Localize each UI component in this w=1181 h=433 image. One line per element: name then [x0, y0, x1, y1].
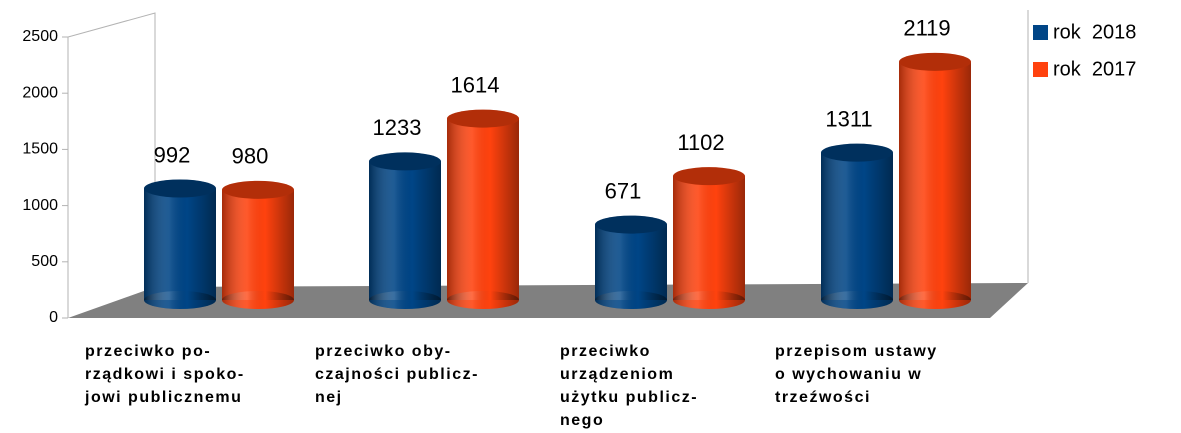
bar-bottom-shade [595, 291, 667, 309]
bar-bottom-shade [899, 291, 971, 309]
bar-shade [595, 224, 667, 300]
x-tick-label: przeciwko po-rządkowi i spoko-jowi publi… [84, 343, 245, 406]
floor [68, 283, 1028, 318]
bar-shade [821, 152, 893, 300]
legend-label: rok 2018 [1053, 21, 1136, 43]
data-label: 1233 [373, 115, 422, 140]
bar-top [222, 180, 294, 199]
bar-top [673, 167, 745, 186]
bar-top-shade [595, 215, 667, 234]
bar-top-shade [144, 179, 216, 198]
x-tick-label: przepisom ustawy o wychowaniu w trzeźwości [775, 343, 938, 406]
bar-top-shade [899, 52, 971, 71]
y-tick-label: 500 [31, 253, 58, 270]
bar-bottom-shade [447, 291, 519, 309]
bar-top-shade [369, 152, 441, 171]
legend-swatch [1033, 62, 1048, 77]
y-tick-label: 0 [49, 309, 58, 326]
data-label: 671 [605, 178, 642, 203]
data-label: 1311 [825, 106, 872, 131]
bar-top [821, 143, 893, 162]
y-tick-label: 1500 [22, 141, 58, 158]
back-wall [67, 12, 156, 318]
data-label: 2119 [903, 16, 950, 41]
bar-top [369, 152, 441, 171]
data-label: 1614 [451, 72, 500, 97]
bar-top-shade [222, 180, 294, 199]
y-tick-label: 1000 [22, 197, 58, 214]
x-tick-label: przeciwko oby-czajności publicz-nej [315, 343, 479, 406]
data-label: 980 [232, 144, 269, 169]
bar-top [447, 109, 519, 128]
data-label: 1102 [677, 130, 724, 155]
x-tick-label: przeciwko urządzeniom użytku publicz-nego [560, 343, 698, 429]
bar-shade [144, 188, 216, 300]
bar-top [595, 215, 667, 234]
y-tick-label: 2500 [22, 28, 58, 45]
bar-shade [222, 189, 294, 300]
bar-top [899, 52, 971, 71]
bar-bottom-shade [369, 291, 441, 309]
data-label: 992 [154, 142, 191, 167]
bar-shade [899, 61, 971, 300]
legend-label: rok 2017 [1053, 58, 1136, 80]
bar-bottom-shade [144, 291, 216, 309]
bar-top-shade [673, 167, 745, 186]
bar-shade [369, 161, 441, 300]
bar-top [144, 179, 216, 198]
bar-bottom-shade [673, 291, 745, 309]
bar-bottom-shade [821, 291, 893, 309]
bar-top-shade [821, 143, 893, 162]
bar-top-shade [447, 109, 519, 128]
bar-bottom-shade [222, 291, 294, 309]
bar-shade [447, 118, 519, 301]
legend-swatch [1033, 25, 1048, 40]
bar-shade [673, 176, 745, 300]
y-tick-label: 2000 [22, 84, 58, 101]
